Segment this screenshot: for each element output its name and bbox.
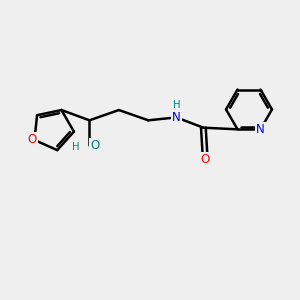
Text: O: O [28, 134, 37, 146]
Text: N: N [172, 111, 181, 124]
Text: N: N [256, 123, 265, 136]
Text: O: O [200, 153, 209, 166]
Text: H: H [72, 142, 80, 152]
Text: O: O [90, 139, 99, 152]
Text: H: H [173, 100, 181, 110]
